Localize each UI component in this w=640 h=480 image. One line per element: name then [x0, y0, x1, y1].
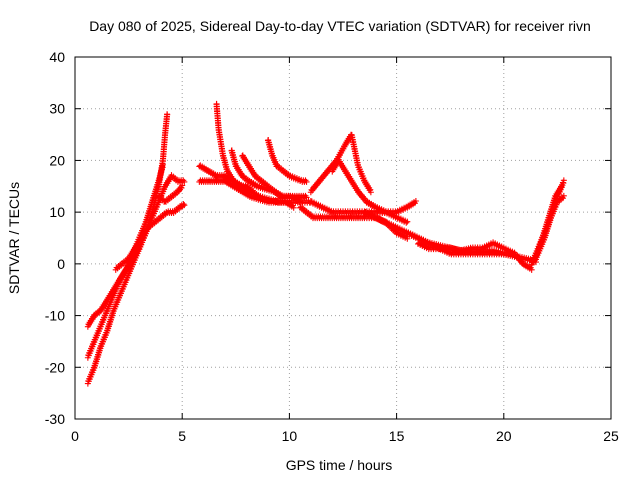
x-tick-label: 25	[603, 428, 619, 444]
y-tick-label: 20	[49, 152, 65, 168]
data-point	[303, 178, 310, 185]
x-tick-label: 10	[282, 428, 298, 444]
data-point	[181, 202, 188, 209]
data-point	[367, 189, 374, 196]
x-tick-label: 20	[496, 428, 512, 444]
series-arc-1	[84, 111, 171, 387]
data-point	[404, 218, 411, 225]
series-arc-3	[84, 172, 188, 330]
series-arc-18	[415, 239, 518, 258]
x-tick-label: 0	[71, 428, 79, 444]
axis-ticks: 0 5 10 15 20 25 -30 -20 -10 0 10 20 30 40	[45, 49, 619, 444]
data-point	[296, 199, 303, 206]
data-point	[558, 184, 565, 191]
x-axis-label: GPS time / hours	[286, 457, 393, 473]
chart-title: Day 080 of 2025, Sidereal Day-to-day VTE…	[89, 18, 591, 34]
series-arc-16	[361, 208, 539, 266]
series-arc-10	[264, 137, 310, 185]
data-point	[164, 111, 171, 118]
data-point	[412, 198, 419, 204]
series-arc-4	[112, 201, 188, 273]
data-point	[558, 183, 565, 190]
y-tick-label: -20	[45, 359, 65, 375]
data-point	[404, 235, 411, 242]
y-tick-label: 40	[49, 49, 65, 65]
data-point	[511, 249, 518, 256]
data-point	[403, 219, 410, 226]
series-arc-17	[404, 229, 535, 273]
data-point	[181, 178, 188, 185]
data-point	[159, 161, 166, 168]
y-tick-label: -30	[45, 411, 65, 427]
y-tick-label: 10	[49, 204, 65, 220]
data-point	[303, 194, 310, 201]
data-point	[560, 192, 567, 199]
y-tick-label: -10	[45, 308, 65, 324]
y-axis-label: SDTVAR / TECUs	[6, 182, 22, 294]
data-marks	[84, 100, 567, 387]
data-point	[560, 177, 567, 184]
plot-frame	[74, 56, 612, 420]
data-point	[290, 204, 297, 211]
x-tick-label: 15	[389, 428, 405, 444]
data-point	[180, 201, 187, 208]
series-arc-13	[307, 131, 374, 196]
series-arc-8	[196, 177, 297, 211]
grid	[75, 57, 611, 419]
series-arc-5	[155, 182, 186, 205]
series-arc-11	[239, 152, 310, 201]
data-point	[179, 182, 186, 189]
data-point	[528, 266, 535, 273]
x-tick-label: 5	[178, 428, 186, 444]
y-tick-label: 0	[57, 256, 65, 272]
series-arc-21	[532, 183, 565, 263]
y-tick-label: 30	[49, 101, 65, 117]
